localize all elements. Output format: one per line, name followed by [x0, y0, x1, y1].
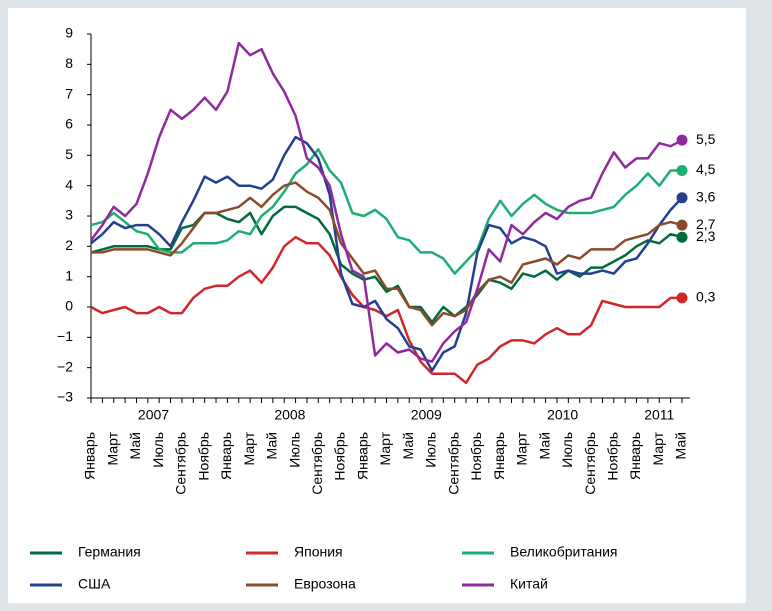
x-tick-label: Июль — [423, 432, 439, 468]
y-tick-label: 9 — [65, 25, 73, 41]
value-label: 2,7 — [696, 216, 716, 232]
end-dot — [676, 192, 688, 204]
y-tick-label: 6 — [65, 116, 73, 132]
series-line — [90, 235, 682, 385]
x-tick-label: Май — [127, 432, 143, 459]
y-tick-label: 8 — [65, 55, 73, 71]
y-tick-label: 3 — [65, 207, 73, 223]
y-tick-label: 7 — [65, 85, 73, 101]
y-tick-label: −1 — [57, 328, 73, 344]
legend-label: Еврозона — [294, 576, 356, 592]
x-tick-label: Сентябрь — [445, 432, 461, 495]
value-label: 4,5 — [696, 161, 716, 177]
value-label: 5,5 — [696, 131, 716, 147]
legend-label: Китай — [510, 576, 548, 592]
x-tick-label: Июль — [286, 432, 302, 468]
end-dot — [676, 219, 688, 231]
value-label: 0,3 — [696, 289, 716, 305]
x-tick-label: Март — [104, 431, 120, 465]
x-tick-label: Март — [514, 431, 530, 465]
x-tick-label: Сентябрь — [309, 432, 325, 495]
x-tick-label: Май — [673, 432, 689, 459]
year-label: 2010 — [547, 407, 578, 423]
x-tick-label: Сентябрь — [582, 432, 598, 495]
series-line — [90, 135, 683, 372]
end-dot — [676, 134, 688, 146]
x-tick-label: Март — [377, 431, 393, 465]
legend-label: Япония — [294, 544, 343, 560]
y-tick-label: 0 — [65, 298, 73, 314]
legend-label: Германия — [78, 544, 141, 560]
x-tick-label: Май — [536, 432, 552, 459]
x-tick-label: Июль — [150, 432, 166, 468]
y-tick-label: −2 — [57, 358, 73, 374]
year-label: 2008 — [274, 407, 305, 423]
x-tick-label: Ноябрь — [605, 432, 621, 481]
x-tick-label: Январь — [627, 432, 643, 480]
x-tick-label: Июль — [559, 432, 575, 468]
x-tick-label: Ноябрь — [195, 432, 211, 481]
year-label: 2011 — [644, 407, 674, 423]
series-line — [90, 148, 682, 275]
y-tick-label: 1 — [65, 267, 73, 283]
x-tick-label: Ноябрь — [332, 432, 348, 481]
x-tick-label: Март — [241, 431, 257, 465]
x-tick-label: Январь — [491, 432, 507, 480]
y-tick-label: −3 — [57, 389, 73, 405]
legend-label: США — [78, 576, 111, 592]
x-tick-label: Январь — [218, 432, 234, 480]
value-label: 3,6 — [696, 189, 716, 205]
legend-label: Великобритания — [510, 544, 618, 560]
value-label: 2,3 — [696, 228, 716, 244]
x-tick-label: Май — [400, 432, 416, 459]
end-dot — [676, 165, 688, 176]
x-tick-label: Март — [650, 431, 666, 465]
x-tick-label: Сентябрь — [173, 432, 189, 495]
y-tick-label: 5 — [65, 146, 73, 162]
x-tick-label: Май — [264, 432, 280, 459]
x-tick-label: Январь — [354, 432, 370, 480]
x-tick-label: Ноябрь — [468, 432, 484, 481]
year-label: 2007 — [138, 407, 169, 423]
year-label: 2009 — [411, 407, 442, 423]
x-tick-label: Январь — [82, 432, 98, 480]
end-dot — [676, 292, 688, 304]
y-tick-label: 2 — [65, 237, 73, 253]
series-line — [90, 41, 683, 363]
end-dot — [676, 231, 688, 243]
y-tick-label: 4 — [65, 176, 73, 192]
series-line — [91, 181, 683, 327]
